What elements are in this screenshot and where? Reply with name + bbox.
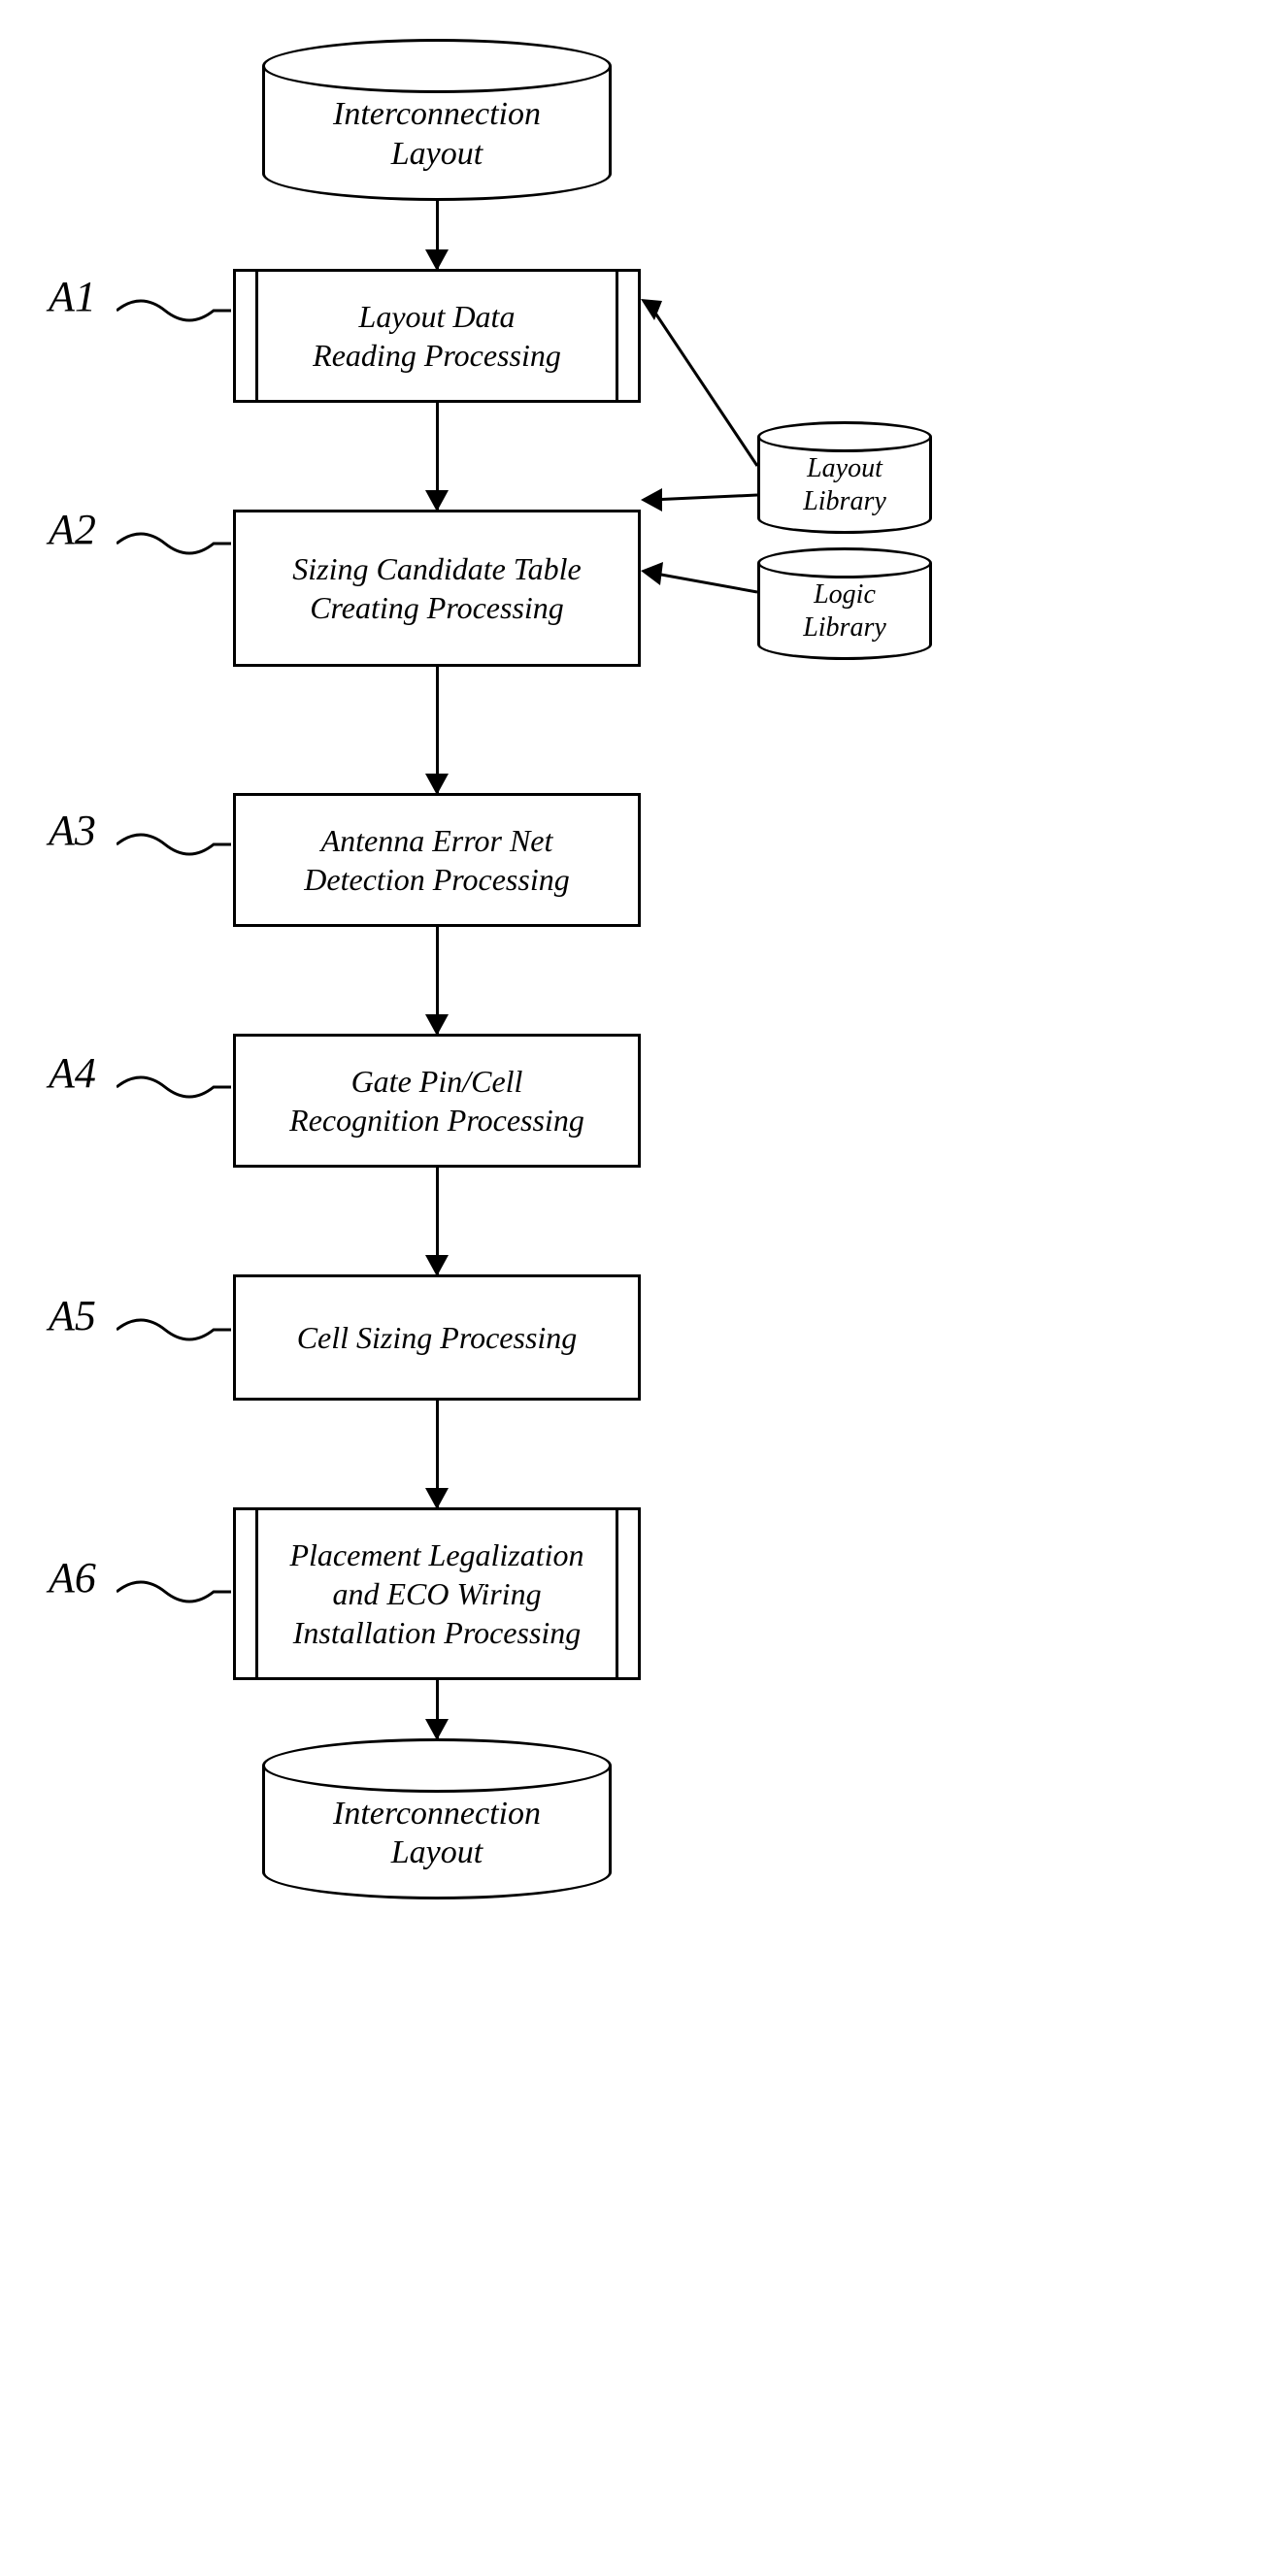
top-cylinder: Interconnection Layout: [262, 66, 612, 201]
logic-library-line1: Logic: [772, 578, 917, 611]
arrow-top-to-a1: [436, 201, 439, 269]
step-a4-line2: Recognition Processing: [265, 1101, 609, 1139]
layout-library-line1: Layout: [772, 452, 917, 485]
layout-library-cylinder: Layout Library: [757, 437, 932, 534]
step-a5-box: Cell Sizing Processing: [233, 1274, 641, 1401]
arrow-a2-to-a3: [436, 667, 439, 793]
library-connectors: [641, 281, 777, 631]
step-a1-line1: Layout Data: [265, 297, 609, 336]
wave-a5: [117, 1310, 233, 1349]
arrow-a6-to-bottom: [436, 1680, 439, 1738]
wave-a1: [117, 291, 233, 330]
label-a4: A4: [49, 1048, 96, 1098]
step-a2-line2: Creating Processing: [265, 588, 609, 627]
label-a3: A3: [49, 806, 96, 855]
layout-library-line2: Library: [772, 485, 917, 518]
arrow-a3-to-a4: [436, 927, 439, 1034]
step-a6-box: Placement Legalization and ECO Wiring In…: [233, 1507, 641, 1680]
label-a5: A5: [49, 1291, 96, 1340]
logic-library-line2: Library: [772, 611, 917, 644]
arrow-a4-to-a5: [436, 1168, 439, 1274]
step-a3-line1: Antenna Error Net: [265, 821, 609, 860]
wave-a4: [117, 1068, 233, 1106]
step-a6-line2: and ECO Wiring: [265, 1574, 609, 1613]
wave-a3: [117, 825, 233, 864]
step-a2-line1: Sizing Candidate Table: [265, 549, 609, 588]
step-a2-box: Sizing Candidate Table Creating Processi…: [233, 510, 641, 667]
top-cylinder-line2: Layout: [284, 135, 589, 175]
step-a6-line3: Installation Processing: [265, 1613, 609, 1652]
step-a5-line1: Cell Sizing Processing: [265, 1318, 609, 1357]
step-a1-line2: Reading Processing: [265, 336, 609, 375]
step-a3-line2: Detection Processing: [265, 860, 609, 899]
logic-library-cylinder: Logic Library: [757, 563, 932, 660]
step-a6-line1: Placement Legalization: [265, 1536, 609, 1574]
step-a3-box: Antenna Error Net Detection Processing: [233, 793, 641, 927]
step-a4-box: Gate Pin/Cell Recognition Processing: [233, 1034, 641, 1168]
step-a1-box: Layout Data Reading Processing: [233, 269, 641, 403]
top-cylinder-line1: Interconnection: [284, 95, 589, 135]
wave-a2: [117, 524, 233, 563]
label-a6: A6: [49, 1553, 96, 1602]
bottom-cylinder-line2: Layout: [284, 1833, 589, 1873]
main-flow-column: Interconnection Layout Layout Data Readi…: [233, 66, 641, 1899]
flowchart-diagram: Interconnection Layout Layout Data Readi…: [19, 39, 1247, 1899]
arrow-a1-to-a2: [436, 403, 439, 510]
wave-a6: [117, 1572, 233, 1611]
arrow-a5-to-a6: [436, 1401, 439, 1507]
bottom-cylinder-line1: Interconnection: [284, 1795, 589, 1834]
bottom-cylinder: Interconnection Layout: [262, 1766, 612, 1900]
label-a1: A1: [49, 272, 96, 321]
step-a4-line1: Gate Pin/Cell: [265, 1062, 609, 1101]
label-a2: A2: [49, 505, 96, 554]
